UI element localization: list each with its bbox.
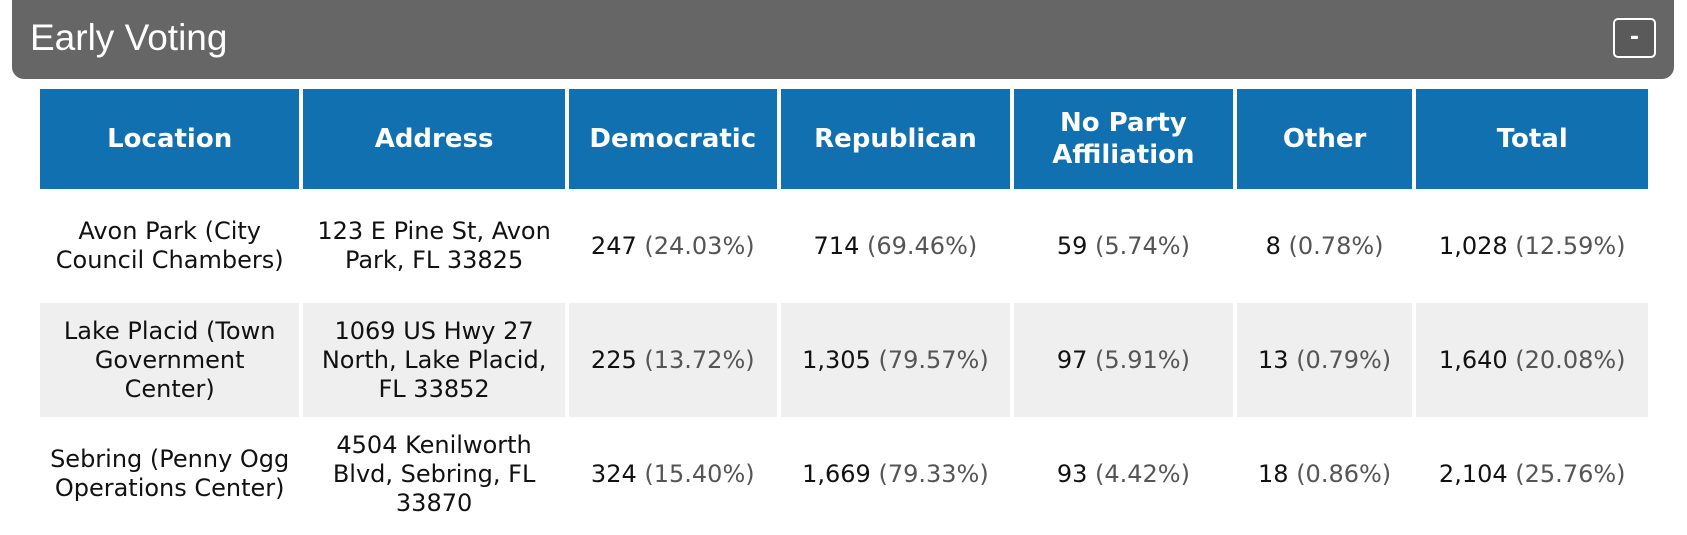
npa-cell: 93 (4.42%): [1014, 417, 1233, 531]
npa-count: 97: [1056, 345, 1088, 374]
total-cell: 1,028 (12.59%): [1416, 189, 1648, 303]
other-percent: (0.86%): [1296, 459, 1392, 488]
npa-count: 59: [1056, 231, 1088, 260]
democratic-percent: (15.40%): [644, 459, 755, 488]
total-percent: (20.08%): [1515, 345, 1626, 374]
other-percent: (0.79%): [1296, 345, 1392, 374]
column-header-location: Location: [40, 89, 300, 189]
location-cell: Lake Placid (Town Government Center): [40, 303, 300, 417]
npa-percent: (5.74%): [1095, 231, 1190, 260]
other-count: 8: [1265, 231, 1281, 260]
column-header-republican: Republican: [780, 89, 1011, 189]
republican-count: 1,669: [802, 459, 871, 488]
address-cell: 123 E Pine St, Avon Park, FL 33825: [317, 217, 551, 274]
collapse-button[interactable]: -: [1613, 18, 1656, 58]
democratic-cell: 324 (15.40%): [569, 417, 777, 531]
democratic-count: 324: [590, 459, 637, 488]
democratic-cell: 225 (13.72%): [568, 303, 777, 417]
npa-cell: 59 (5.74%): [1014, 189, 1233, 303]
republican-count: 1,305: [802, 345, 871, 374]
early-voting-table: Location Address Democratic Republican N…: [36, 89, 1652, 531]
npa-count: 93: [1056, 459, 1088, 488]
location-cell: Sebring (Penny Ogg Operations Center): [50, 445, 290, 502]
npa-cell: 97 (5.91%): [1014, 303, 1233, 417]
republican-percent: (79.57%): [878, 345, 989, 374]
total-percent: (25.76%): [1515, 459, 1626, 488]
address-cell: 4504 Kenilworth Blvd, Sebring, FL 33870: [332, 430, 536, 517]
other-count: 18: [1258, 459, 1289, 488]
npa-percent: (5.91%): [1095, 345, 1190, 374]
total-percent: (12.59%): [1515, 231, 1626, 260]
republican-cell: 1,669 (79.33%): [781, 417, 1010, 531]
total-cell: 2,104 (25.76%): [1416, 417, 1648, 531]
table-row: Lake Placid (Town Government Center) 106…: [40, 303, 1648, 417]
column-header-democratic: Democratic: [568, 89, 777, 189]
panel-title: Early Voting: [30, 17, 228, 58]
republican-count: 714: [813, 231, 860, 260]
other-cell: 8 (0.78%): [1237, 189, 1413, 303]
early-voting-panel-header: Early Voting -: [12, 0, 1674, 79]
table-row: Sebring (Penny Ogg Operations Center) 45…: [40, 417, 1648, 531]
npa-percent: (4.42%): [1095, 459, 1190, 488]
other-count: 13: [1258, 345, 1289, 374]
location-cell: Avon Park (City Council Chambers): [55, 217, 284, 274]
total-count: 2,104: [1438, 459, 1508, 488]
total-count: 1,028: [1438, 231, 1508, 260]
other-cell: 18 (0.86%): [1237, 417, 1413, 531]
address-cell: 1069 US Hwy 27 North, Lake Placid, FL 33…: [303, 303, 565, 417]
democratic-cell: 247 (24.03%): [569, 189, 777, 303]
column-header-total: Total: [1416, 89, 1648, 189]
democratic-count: 225: [590, 345, 637, 374]
republican-percent: (79.33%): [878, 459, 989, 488]
democratic-percent: (24.03%): [644, 231, 755, 260]
republican-cell: 714 (69.46%): [781, 189, 1010, 303]
total-cell: 1,640 (20.08%): [1416, 303, 1648, 417]
republican-percent: (69.46%): [867, 231, 978, 260]
column-header-address: Address: [303, 89, 565, 189]
column-header-other: Other: [1236, 89, 1413, 189]
democratic-percent: (13.72%): [644, 345, 755, 374]
democratic-count: 247: [590, 231, 637, 260]
total-count: 1,640: [1438, 345, 1508, 374]
column-header-no-party-affiliation: No Party Affiliation: [1014, 89, 1233, 189]
other-cell: 13 (0.79%): [1236, 303, 1413, 417]
other-percent: (0.78%): [1288, 231, 1384, 260]
republican-cell: 1,305 (79.57%): [780, 303, 1011, 417]
table-header-row: Location Address Democratic Republican N…: [40, 89, 1648, 189]
table-row: Avon Park (City Council Chambers) 123 E …: [40, 189, 1648, 303]
